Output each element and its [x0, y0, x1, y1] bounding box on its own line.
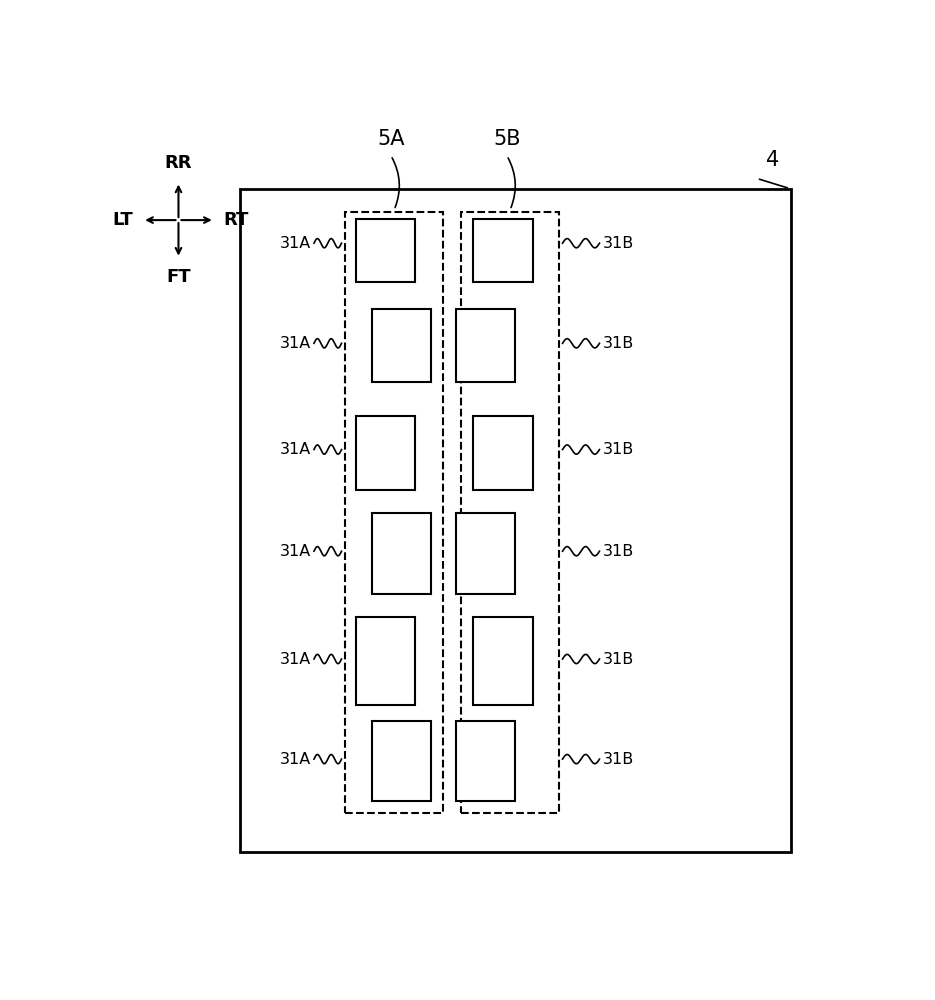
Bar: [473, 219, 533, 282]
Text: 31B: 31B: [602, 442, 634, 457]
Text: 4: 4: [766, 150, 779, 170]
Bar: [456, 309, 515, 382]
Text: FT: FT: [166, 268, 191, 286]
Text: RT: RT: [223, 211, 249, 229]
Bar: [356, 416, 415, 490]
Text: 31A: 31A: [280, 336, 311, 351]
Bar: [240, 189, 791, 852]
Text: 31B: 31B: [602, 544, 634, 559]
Bar: [372, 309, 431, 382]
Text: RR: RR: [165, 154, 193, 172]
Text: 31A: 31A: [280, 236, 311, 251]
Bar: [473, 617, 533, 705]
Bar: [461, 212, 559, 813]
Bar: [456, 513, 515, 594]
Bar: [356, 617, 415, 705]
Text: 5A: 5A: [377, 129, 405, 149]
Text: 31B: 31B: [602, 236, 634, 251]
Bar: [372, 721, 431, 801]
Text: 31B: 31B: [602, 652, 634, 666]
Bar: [345, 212, 443, 813]
Text: LT: LT: [113, 211, 134, 229]
Bar: [456, 721, 515, 801]
Text: 31A: 31A: [280, 544, 311, 559]
Text: 31A: 31A: [280, 652, 311, 666]
Bar: [473, 416, 533, 490]
Text: 31B: 31B: [602, 336, 634, 351]
Bar: [356, 219, 415, 282]
Text: 31A: 31A: [280, 442, 311, 457]
Text: 31A: 31A: [280, 752, 311, 767]
Bar: [372, 513, 431, 594]
Text: 31B: 31B: [602, 752, 634, 767]
Text: 5B: 5B: [493, 129, 521, 149]
